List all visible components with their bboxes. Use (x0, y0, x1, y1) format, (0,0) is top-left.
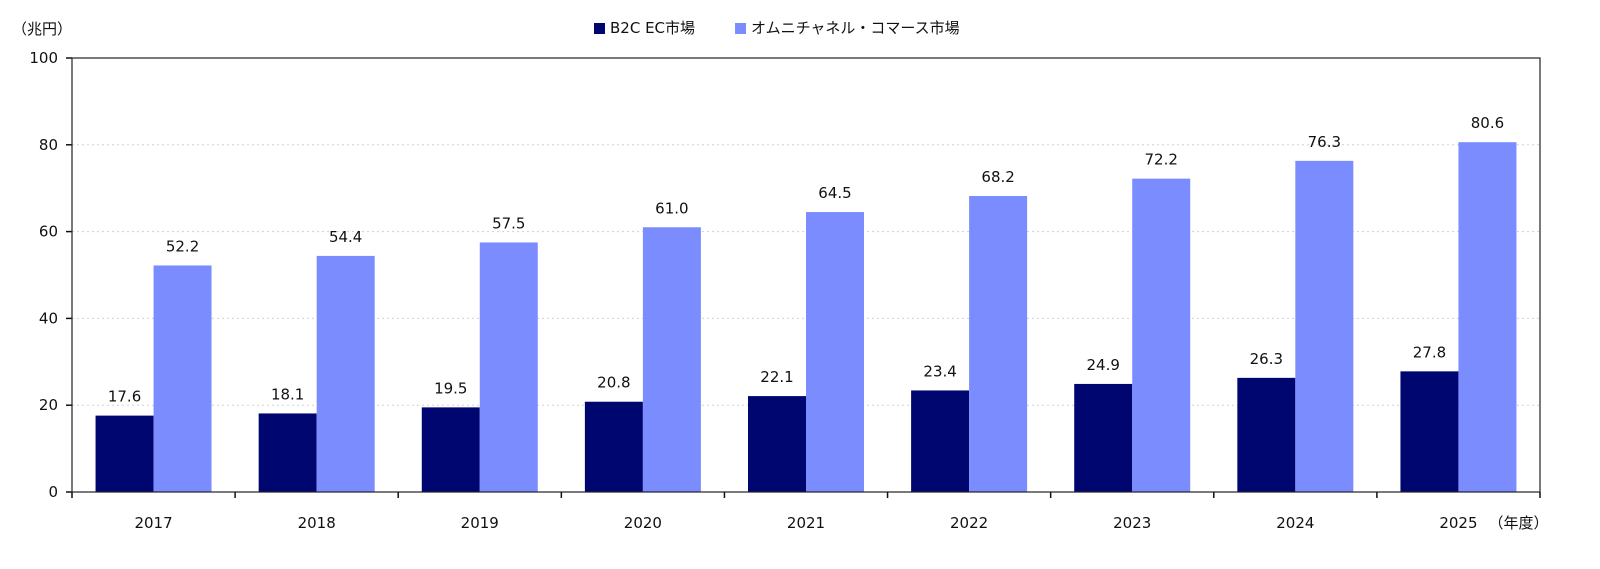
bar (1458, 142, 1517, 493)
data-label: 20.8 (597, 374, 630, 392)
bar (421, 407, 480, 492)
bar (642, 227, 701, 492)
x-tick-label: 2022 (950, 514, 988, 532)
data-label: 24.9 (1087, 356, 1120, 374)
data-label: 54.4 (329, 228, 362, 246)
data-label: 52.2 (166, 237, 199, 255)
data-label: 27.8 (1413, 343, 1446, 361)
y-tick-label: 100 (29, 49, 58, 67)
x-tick-label: 2017 (134, 514, 172, 532)
y-tick-label: 80 (39, 136, 58, 154)
bar (258, 413, 317, 492)
data-label: 17.6 (108, 388, 141, 406)
legend-swatch (594, 23, 605, 34)
bar (911, 390, 970, 492)
data-labels: 17.6 52.2 18.1 54.4 19.5 57.5 20.8 61.0 22.1 64.5… (108, 114, 1504, 405)
y-tick-label: 40 (39, 309, 58, 327)
plot-frame (71, 57, 1541, 493)
x-tick-label: 2021 (787, 514, 825, 532)
legend: B2C EC市場 オムニチャネル・コマース市場 (594, 19, 960, 37)
legend-swatch (735, 23, 747, 34)
bar (479, 242, 538, 492)
y-unit-label: （兆円） (12, 20, 72, 38)
bar (1074, 383, 1133, 492)
data-label: 80.6 (1471, 114, 1504, 132)
data-label: 57.5 (492, 214, 525, 232)
bars (95, 142, 1517, 493)
x-tick-label: 2023 (1113, 514, 1151, 532)
bar (1295, 160, 1354, 492)
x-unit-label: （年度） (1488, 514, 1548, 532)
bar (1237, 377, 1296, 492)
bar (806, 212, 864, 492)
data-label: 64.5 (818, 184, 851, 202)
bar (153, 265, 212, 492)
bar (748, 396, 806, 492)
x-tick-label: 2020 (624, 514, 662, 532)
y-tick-label: 0 (48, 483, 58, 501)
y-tick-label: 20 (39, 396, 58, 414)
bar (316, 255, 375, 492)
data-label: 19.5 (434, 379, 467, 397)
bar (584, 401, 643, 492)
x-tick-label: 2025 (1439, 514, 1477, 532)
data-label: 26.3 (1250, 350, 1283, 368)
legend-label: B2C EC市場 (610, 19, 695, 37)
data-label: 68.2 (981, 168, 1014, 186)
legend-label: オムニチャネル・コマース市場 (751, 19, 960, 37)
bar (969, 196, 1028, 492)
axes: 0 20 40 60 80 100 2017 2018 2019 2020 2021 2022 2023… (29, 49, 1548, 532)
bar (1132, 178, 1191, 493)
x-tick-label: 2024 (1276, 514, 1314, 532)
bar (95, 415, 154, 492)
x-tick-label: 2018 (298, 514, 336, 532)
data-label: 61.0 (655, 199, 688, 217)
bar (1400, 371, 1459, 492)
data-label: 72.2 (1145, 151, 1178, 169)
x-tick-label: 2019 (461, 514, 499, 532)
data-label: 76.3 (1308, 133, 1341, 151)
y-tick-label: 60 (39, 223, 58, 241)
data-label: 22.1 (760, 368, 793, 386)
data-label: 18.1 (271, 385, 304, 403)
data-label: 23.4 (923, 362, 956, 380)
